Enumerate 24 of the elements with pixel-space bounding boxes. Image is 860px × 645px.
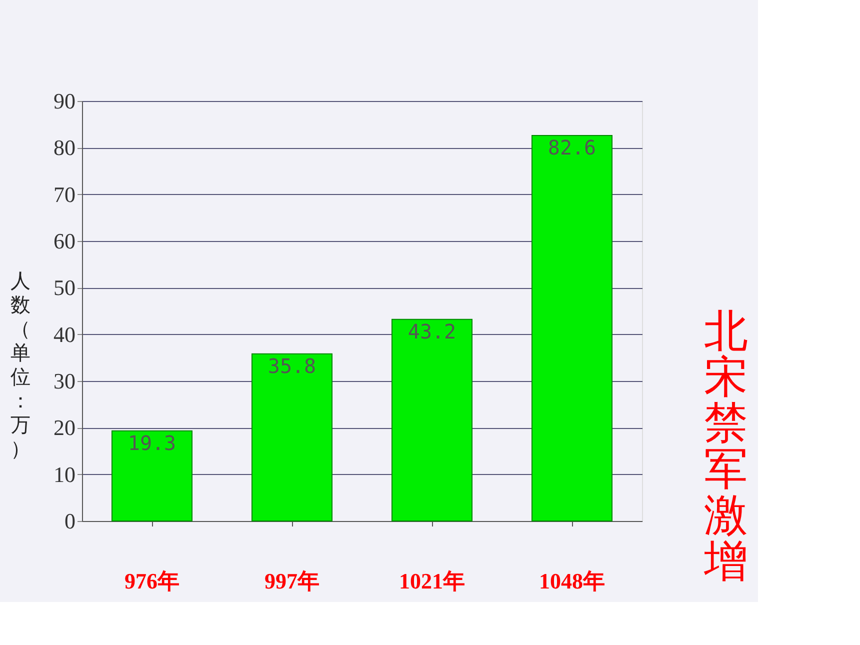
- y-tick-label: 90: [54, 88, 76, 114]
- y-tick-label: 40: [54, 322, 76, 347]
- y-tick-label: 60: [54, 228, 76, 254]
- y-tick-label: 10: [54, 462, 76, 487]
- x-tick-label: 976年: [124, 568, 180, 594]
- data-label: 19.3: [128, 430, 176, 455]
- data-label: 82.6: [548, 136, 596, 160]
- y-tick-label: 30: [54, 368, 76, 394]
- data-label: 43.2: [408, 319, 456, 344]
- data-label: 35.8: [268, 354, 316, 378]
- x-tick-label: 1021年: [399, 568, 465, 594]
- y-tick-label: 70: [54, 182, 76, 207]
- y-axis-title: 人数（单位：万）: [10, 268, 30, 460]
- y-tick-label: 20: [54, 415, 76, 440]
- bar: [532, 135, 612, 522]
- x-tick-label: 1048年: [539, 568, 605, 594]
- y-tick-label: 80: [54, 135, 76, 160]
- y-tick-label: 50: [54, 275, 76, 300]
- y-tick-label: 0: [64, 508, 76, 534]
- bar: [112, 430, 192, 522]
- text: 北宋禁军激增: [703, 306, 748, 587]
- bar: [252, 353, 332, 522]
- x-tick-label: 997年: [264, 568, 320, 594]
- bar: [392, 318, 472, 522]
